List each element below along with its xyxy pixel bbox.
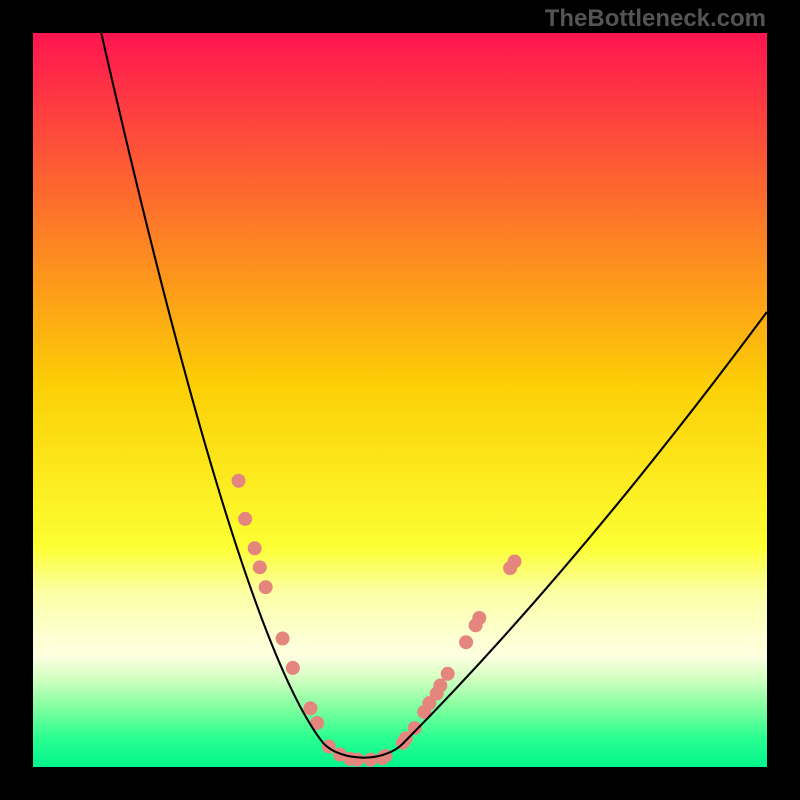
- data-marker: [472, 611, 486, 625]
- data-marker: [238, 512, 252, 526]
- data-marker: [248, 541, 262, 555]
- data-marker: [459, 635, 473, 649]
- data-marker: [259, 580, 273, 594]
- chart-background-gradient: [33, 33, 767, 767]
- data-marker: [441, 667, 455, 681]
- data-marker: [303, 701, 317, 715]
- data-marker: [350, 753, 364, 767]
- data-marker: [276, 632, 290, 646]
- chart-svg: [0, 0, 800, 800]
- data-marker: [253, 560, 267, 574]
- chart-frame: TheBottleneck.com: [0, 0, 800, 800]
- data-marker: [286, 661, 300, 675]
- data-marker: [433, 679, 447, 693]
- data-marker: [232, 474, 246, 488]
- data-marker: [508, 554, 522, 568]
- watermark-text: TheBottleneck.com: [545, 5, 766, 33]
